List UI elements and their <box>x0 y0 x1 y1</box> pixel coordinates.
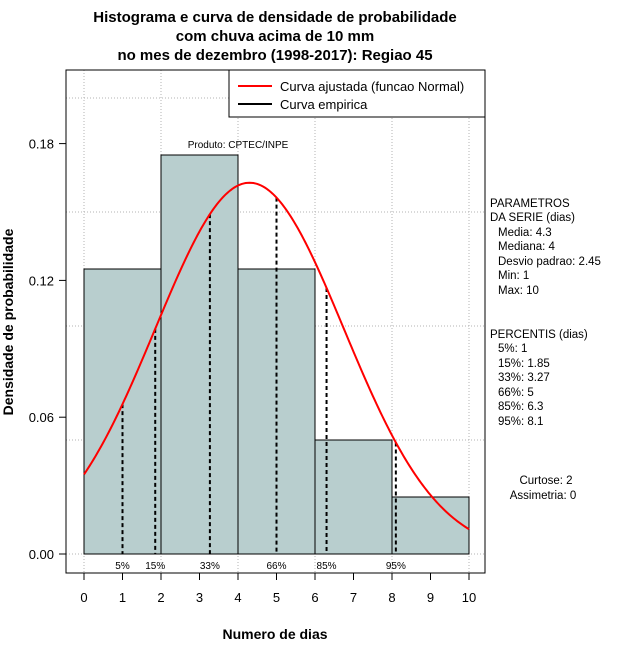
y-tick-label: 0.12 <box>29 273 54 288</box>
product-label: Produto: CPTEC/INPE <box>188 140 289 151</box>
x-tick-label: 9 <box>427 590 434 605</box>
x-tick-label: 1 <box>119 590 126 605</box>
x-tick-label: 6 <box>311 590 318 605</box>
percentil-33: 33%: 3.27 <box>498 372 550 384</box>
legend-label-fit: Curva ajustada (funcao Normal) <box>280 79 464 94</box>
x-tick-label: 3 <box>196 590 203 605</box>
y-tick-label: 0.18 <box>29 137 54 152</box>
x-tick-label: 10 <box>462 590 476 605</box>
percentile-label: 5% <box>115 561 130 572</box>
percentil-5: 5%: 1 <box>498 343 527 355</box>
x-tick-label: 2 <box>157 590 164 605</box>
chart-title-line-3: no mes de dezembro (1998-2017): Regiao 4… <box>117 47 432 64</box>
series-parameters: PARAMETROS DA SERIE (dias) Media: 4.3 Me… <box>490 198 601 297</box>
param-max: Max: 10 <box>498 285 539 297</box>
percentiles-list: PERCENTIS (dias) 5%: 1 15%: 1.85 33%: 3.… <box>490 329 588 428</box>
legend: Curva ajustada (funcao Normal) Curva emp… <box>228 69 486 118</box>
percentile-label: 85% <box>317 561 337 572</box>
params-title-line-2: DA SERIE (dias) <box>490 212 575 224</box>
shape-stats: Curtose: 2 Assimetria: 0 <box>510 475 576 502</box>
y-axis-title: Densidade de probabilidade <box>0 228 16 415</box>
x-tick-label: 0 <box>80 590 87 605</box>
params-title-line-1: PARAMETROS <box>490 198 570 210</box>
percentile-label: 33% <box>200 561 220 572</box>
y-tick-label: 0.06 <box>29 410 54 425</box>
percentil-85: 85%: 6.3 <box>498 401 543 413</box>
x-tick-label: 7 <box>350 590 357 605</box>
percentis-title: PERCENTIS (dias) <box>490 329 588 341</box>
kurtosis: Curtose: 2 <box>519 475 572 487</box>
histogram-bar <box>160 154 239 555</box>
x-tick-label: 8 <box>388 590 395 605</box>
percentile-label: 15% <box>145 561 165 572</box>
param-median: Mediana: 4 <box>498 241 556 253</box>
x-tick-label: 5 <box>273 590 280 605</box>
legend-box <box>228 69 486 118</box>
x-tick-label: 4 <box>234 590 241 605</box>
param-min: Min: 1 <box>498 270 529 282</box>
chart-title-line-2: com chuva acima de 10 mm <box>176 28 374 45</box>
percentil-95: 95%: 8.1 <box>498 416 543 428</box>
normal-curve <box>83 181 470 531</box>
histogram-bar <box>314 439 393 555</box>
skewness: Assimetria: 0 <box>510 490 576 502</box>
param-sd: Desvio padrao: 2.45 <box>498 256 601 268</box>
y-axis: 0.00 0.06 0.12 0.18 <box>29 137 66 562</box>
percentile-lines: 5% 15% 33% 66% 85% 95% <box>115 197 406 572</box>
x-axis: 0 1 2 3 4 5 6 7 8 9 10 <box>80 572 476 605</box>
percentile-label: 66% <box>266 561 286 572</box>
chart-title-line-1: Histograma e curva de densidade de proba… <box>93 9 456 26</box>
histogram-bars <box>83 154 470 555</box>
percentil-66: 66%: 5 <box>498 387 534 399</box>
percentile-label: 95% <box>386 561 406 572</box>
y-tick-label: 0.00 <box>29 547 54 562</box>
legend-label-empirical: Curva empirica <box>280 97 368 112</box>
percentil-15: 15%: 1.85 <box>498 358 550 370</box>
histogram-bar <box>391 496 470 555</box>
param-mean: Media: 4.3 <box>498 227 552 239</box>
x-axis-title: Numero de dias <box>222 626 327 642</box>
